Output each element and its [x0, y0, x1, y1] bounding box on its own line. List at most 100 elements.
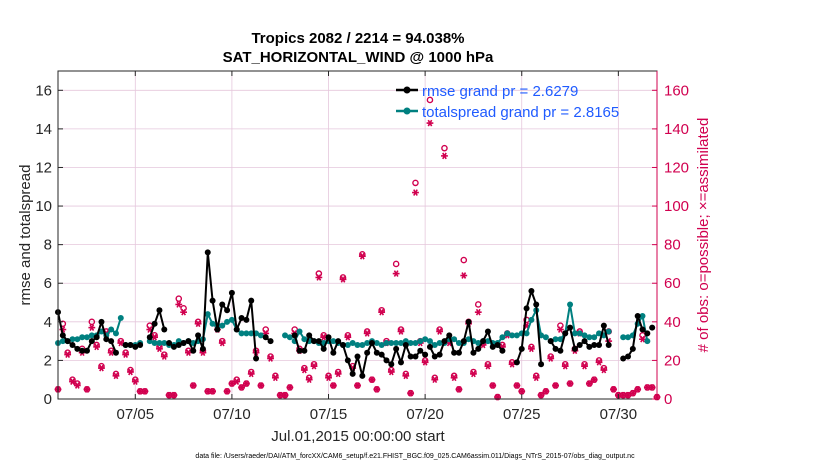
rmse-point-7-3: [528, 287, 535, 294]
obs-assimilated-stroke-84-2: [461, 272, 467, 279]
obs-assimilated-stroke-105-2: [562, 362, 568, 370]
rmse-point-3-9: [209, 297, 216, 304]
obs-assimilated-stroke-111-2: [591, 376, 597, 384]
y-axis-label-left: rmse and totalspread: [17, 165, 34, 306]
rmse-point-0-11: [108, 338, 115, 345]
obs-assimilated-stroke-29-2: [195, 320, 201, 328]
obs-assimilated-stroke-113-2: [601, 366, 607, 374]
rmse-point-5-5: [315, 338, 322, 345]
y-tick-label-1: 2: [44, 352, 52, 369]
obs-assimilated-stroke-31-2: [205, 387, 211, 395]
totalspread-point-4-27: [422, 336, 429, 343]
obs-assimilated-stroke-55-2: [321, 333, 327, 341]
obs-assimilated-point-37: [233, 378, 241, 385]
totalspread-point-6-7: [581, 332, 588, 339]
obs-assimilated-stroke-60-2: [345, 333, 351, 341]
rmse-point-3-5: [190, 347, 197, 354]
rmse-point-3-4: [185, 338, 192, 345]
y-tick-label-3: 6: [44, 275, 52, 292]
obs-assimilated-point-63: [358, 252, 366, 260]
rmse-point-6-10: [475, 345, 482, 352]
obs-assimilated-stroke-23-2: [166, 391, 172, 399]
rmse-point-5-19: [383, 357, 390, 364]
obs-assimilated-stroke-12-2: [113, 372, 119, 380]
obs-assimilated-point-111: [590, 376, 598, 384]
rmse-point-3-12: [224, 307, 231, 314]
totalspread-point-5-16: [504, 330, 511, 337]
totalspread-point-4-1: [296, 328, 303, 335]
totalspread-point-3-1: [286, 334, 293, 341]
obs-assimilated-stroke-69-2: [388, 368, 394, 376]
totalspread-point-4-14: [359, 341, 366, 348]
obs-assimilated-point-48: [286, 384, 294, 391]
obs-assimilated-stroke-28-2: [190, 382, 196, 389]
obs-assimilated-point-112: [595, 358, 603, 366]
obs-assimilated-point-96: [518, 387, 526, 395]
obs-assimilated-stroke-90-2: [490, 382, 496, 389]
obs-assimilated-stroke-70-2: [393, 270, 399, 277]
rmse-point-3-15: [238, 314, 245, 321]
y-right-tick-label-3: 60: [664, 275, 681, 292]
rmse-point-5-20: [388, 361, 395, 368]
rmse-point-2-3: [161, 326, 168, 333]
obs-assimilated-point-101: [542, 387, 550, 395]
obs-assimilated-stroke-62-2: [355, 382, 360, 389]
x-tick-label-3: 07/20: [406, 406, 444, 423]
totalspread-point-0-1: [59, 338, 66, 345]
obs-assimilated-stroke-96-2: [519, 387, 525, 395]
rmse-point-8-10: [596, 341, 603, 348]
obs-assimilated-point-7: [88, 324, 96, 331]
y-right-tick-label-2: 40: [664, 314, 681, 331]
totalspread-point-6-5: [571, 330, 578, 337]
totalspread-point-0-7: [88, 332, 95, 339]
obs-assimilated-point-102: [547, 355, 555, 362]
legend-totalspread-marker: [403, 107, 411, 115]
totalspread-point-4-11: [344, 341, 351, 348]
rmse-point-0-4: [74, 345, 81, 352]
rmse-point-0-3: [69, 341, 76, 348]
totalspread-point-4-15: [364, 340, 371, 347]
totalspread-point-2-16: [224, 318, 231, 325]
rmse-point-6-3: [441, 338, 448, 345]
totalspread-point-7-0: [620, 334, 627, 341]
obs-assimilated-point-72: [402, 372, 410, 380]
totalspread-point-4-26: [417, 338, 424, 345]
totalspread-point-5-18: [513, 332, 520, 339]
rmse-point-9-2: [629, 345, 636, 352]
chart-title: Tropics 2082 / 2214 = 94.038%: [251, 30, 464, 47]
y-right-tick-label-6: 120: [664, 159, 689, 176]
rmse-point-5-21: [393, 345, 400, 352]
obs-assimilated-point-66: [373, 386, 381, 393]
obs-assimilated-point-38: [238, 384, 245, 391]
totalspread-point-0-4: [74, 336, 81, 343]
obs-assimilated-stroke-57-2: [330, 382, 336, 389]
totalspread-point-0-13: [117, 314, 124, 321]
rmse-point-9-3: [634, 313, 641, 320]
y-tick-label-6: 12: [35, 159, 52, 176]
obs-assimilated-stroke-58-2: [335, 370, 341, 378]
obs-assimilated-point-52: [305, 376, 313, 384]
obs-assimilated-point-73: [407, 389, 415, 397]
y-right-tick-label-0: 0: [664, 391, 672, 408]
obs-assimilated-point-60: [344, 333, 352, 341]
obs-assimilated-point-18: [141, 387, 149, 395]
rmse-point-5-14: [359, 372, 366, 379]
obs-assimilated-stroke-110-2: [586, 380, 592, 387]
legend-rmse-marker: [403, 86, 411, 94]
obs-assimilated-point-62: [354, 382, 361, 389]
obs-assimilated-point-104: [556, 326, 564, 333]
obs-assimilated-stroke-76-2: [422, 358, 428, 366]
obs-assimilated-point-29: [194, 320, 202, 328]
obs-assimilated-stroke-82-2: [451, 374, 457, 382]
obs-assimilated-stroke-77-2: [427, 119, 433, 127]
rmse-point-7-0: [513, 359, 520, 366]
obs-assimilated-point-87: [474, 308, 482, 316]
totalspread-point-4-2: [301, 336, 308, 343]
obs-assimilated-stroke-103-2: [553, 382, 558, 389]
rmse-point-7-2: [523, 305, 530, 312]
rmse-point-8-5: [571, 345, 578, 352]
obs-assimilated-point-28: [189, 382, 197, 389]
obs-assimilated-point-21: [156, 345, 163, 353]
totalspread-point-6-8: [586, 334, 593, 341]
obs-assimilated-point-16: [131, 378, 139, 385]
